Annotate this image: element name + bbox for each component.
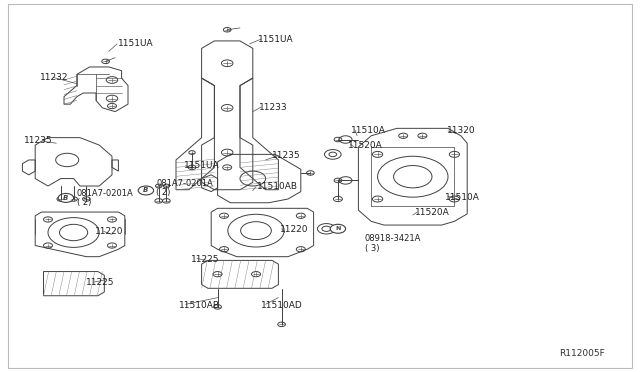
Circle shape <box>330 224 346 233</box>
Text: N: N <box>335 226 340 231</box>
Text: 081A7-0201A: 081A7-0201A <box>156 179 213 188</box>
Text: 1151UA: 1151UA <box>258 35 294 44</box>
Circle shape <box>58 193 74 202</box>
Text: ( 2): ( 2) <box>77 198 91 207</box>
Text: 11510A: 11510A <box>445 193 479 202</box>
Text: 11225: 11225 <box>86 278 115 287</box>
Text: 1151UA: 1151UA <box>118 39 154 48</box>
Text: 11510A: 11510A <box>351 126 385 135</box>
Circle shape <box>138 186 154 195</box>
Text: 11520A: 11520A <box>348 141 382 150</box>
Text: B: B <box>143 187 148 193</box>
Text: 1151UA: 1151UA <box>184 161 220 170</box>
Text: ( 3): ( 3) <box>365 244 380 253</box>
Text: ( 2): ( 2) <box>156 188 170 197</box>
Text: 11510AD: 11510AD <box>261 301 303 310</box>
Text: 11520A: 11520A <box>415 208 449 217</box>
Text: B: B <box>63 195 68 201</box>
Text: 11220: 11220 <box>280 225 308 234</box>
Text: 11235: 11235 <box>24 136 53 145</box>
Text: 11320: 11320 <box>447 126 476 135</box>
Text: 11225: 11225 <box>191 255 220 264</box>
Text: 11510AB: 11510AB <box>179 301 220 310</box>
Text: R112005F: R112005F <box>559 349 605 358</box>
Text: 11510AB: 11510AB <box>257 182 298 191</box>
Text: 08918-3421A: 08918-3421A <box>365 234 421 243</box>
Text: 11232: 11232 <box>40 73 68 82</box>
Text: 081A7-0201A: 081A7-0201A <box>77 189 134 198</box>
Text: 11220: 11220 <box>95 227 124 236</box>
Text: 11233: 11233 <box>259 103 288 112</box>
Text: 11235: 11235 <box>272 151 301 160</box>
